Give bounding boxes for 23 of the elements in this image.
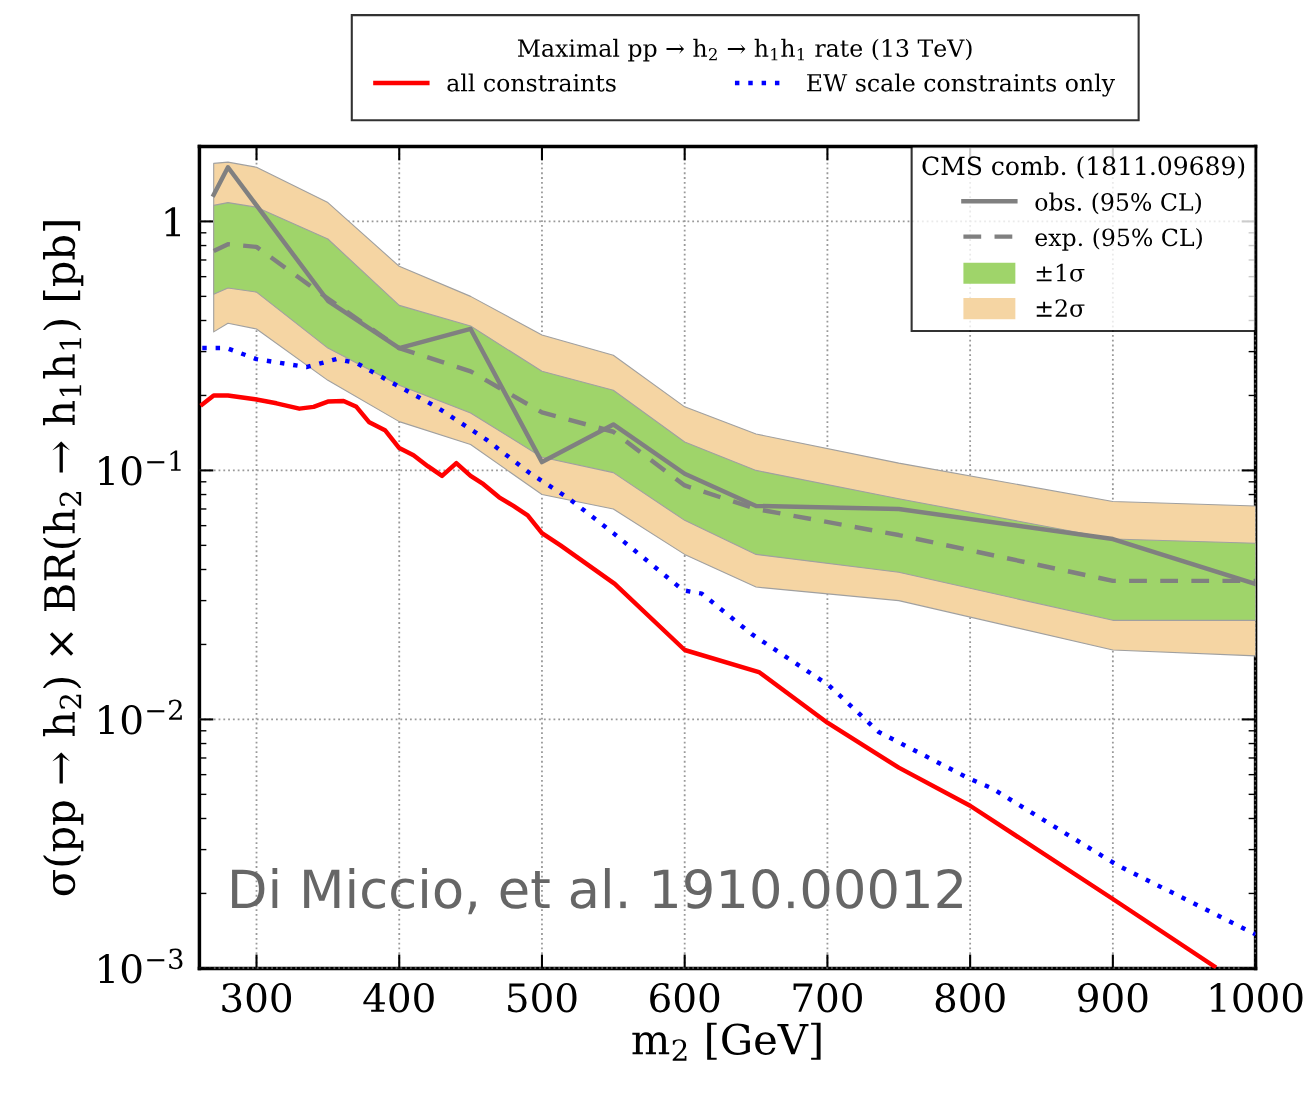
legend-label: all constraints (447, 73, 616, 92)
x-tick-label: 800 (935, 982, 1005, 1013)
x-tick-label: 900 (1078, 982, 1148, 1013)
annotation: Di Miccio, et al. 1910.00012 (232, 868, 962, 915)
x-tick-label: 600 (650, 982, 720, 1013)
legend-label: exp. (95% CL) (1035, 227, 1202, 251)
x-tick-label: 700 (793, 982, 862, 1013)
legend-label: ±2σ (1036, 299, 1085, 317)
legend-title: CMS comb. (1811.09689) (922, 155, 1245, 179)
x-axis-title: m$_{2}$ [GeV] (632, 1022, 821, 1061)
y-tick-label: 10$^{−3}$ (99, 948, 183, 984)
chart-title: Maximal pp → h$_{2}$ → h$_{1}$h$_{1}$ rate (13 TeV) (517, 38, 972, 62)
x-tick-label: 500 (508, 982, 577, 1013)
y-tick-label: 10$^{−1}$ (99, 450, 181, 486)
y-tick-label: 1 (165, 207, 181, 237)
x-tick-label: 400 (363, 982, 434, 1013)
y-tick-label: 10$^{−2}$ (99, 699, 182, 735)
x-tick-label: 300 (222, 982, 292, 1013)
legend-label: ±1σ (1036, 263, 1085, 282)
legend-label: EW scale constraints only (807, 73, 1115, 97)
legend-label: obs. (95% CL) (1035, 192, 1201, 215)
x-tick-label: 1000 (1210, 982, 1303, 1013)
text: σ(pp → h$_{2}$) × BR(h$_{2}$ → h$_{1}$h$_{1}$) [pb] (43, 221, 84, 896)
